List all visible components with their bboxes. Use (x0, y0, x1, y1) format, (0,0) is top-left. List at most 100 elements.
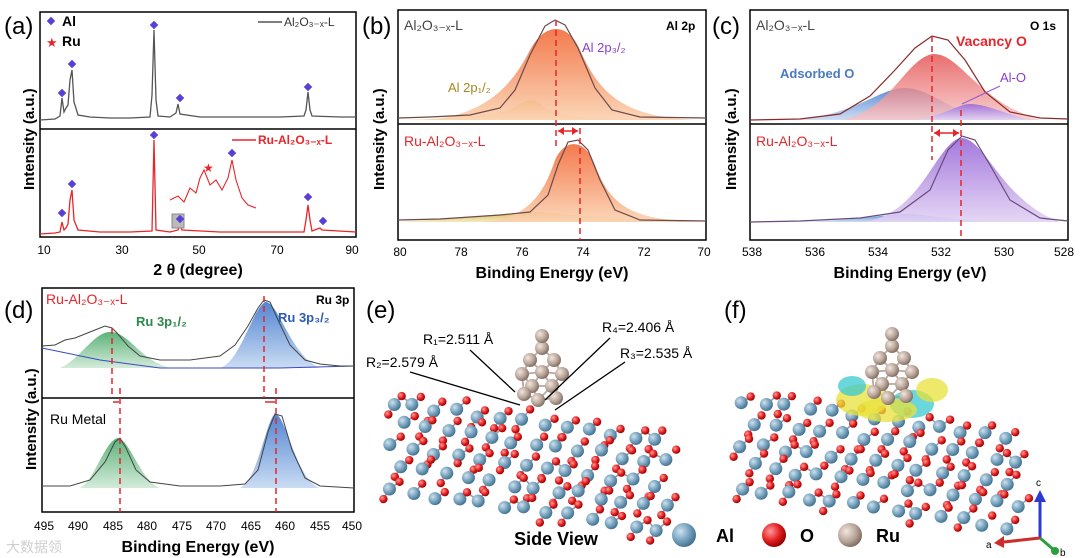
o-atom (549, 500, 558, 509)
o-atom (782, 414, 792, 423)
o-atom (558, 433, 567, 442)
o-atom (419, 436, 428, 446)
al-atom (846, 495, 860, 509)
ru-atom (555, 367, 569, 381)
panel-c-adsorbed: Adsorbed O (780, 66, 854, 81)
fit-ru3p32-bottom (240, 414, 320, 488)
o-atom (905, 476, 915, 485)
ru-atom (905, 365, 919, 379)
o-atom (657, 510, 666, 520)
al-atom (558, 464, 572, 478)
xps-o-bottom-raw (749, 135, 1069, 223)
o-atom (537, 474, 547, 484)
al-atom (934, 509, 948, 523)
o-atom (814, 488, 823, 497)
shift-arrow-head-right (953, 129, 959, 137)
al-atom (526, 481, 540, 495)
o-atom (987, 511, 997, 520)
xtick: 455 (310, 519, 330, 533)
o-atom (899, 447, 908, 456)
al-atom (604, 474, 618, 488)
charge-density-lobe (838, 376, 866, 396)
r3-label: R₃=2.535 Å (620, 345, 693, 361)
o-atom (474, 463, 484, 473)
al-atom (648, 432, 662, 446)
xtick: 475 (172, 519, 192, 533)
ru-atom (897, 351, 911, 365)
panel-d: (d) Ru-Al₂O₃₋ₓ-L Ru 3p Ru 3p₁/₂ Ru 3p₃/₂… (4, 287, 362, 556)
o-atom (813, 396, 822, 405)
charge-density-lobe (857, 398, 917, 422)
o-atom (462, 396, 471, 405)
fit-al2p32-bottom (480, 144, 700, 222)
o-atom (569, 460, 578, 469)
o-atom (1012, 470, 1021, 479)
o-atom (510, 449, 519, 459)
o-atom (595, 505, 605, 514)
o-atom (944, 503, 953, 512)
al-atom (999, 431, 1013, 445)
xtick: 532 (931, 245, 951, 259)
o-atom (765, 474, 775, 483)
o-atom (856, 445, 865, 454)
panel-b-peak2: Al 2p₁/₂ (448, 80, 491, 95)
o-atom (729, 452, 738, 461)
al-atom (471, 494, 485, 508)
al-atom (866, 500, 880, 514)
al-atom (485, 430, 499, 444)
o-atom (453, 458, 462, 468)
al-atom (464, 425, 478, 439)
al-atom (560, 420, 574, 434)
o-atom (531, 452, 541, 461)
o-atom (525, 405, 535, 414)
o-atom (770, 433, 779, 442)
legend-al-marker (46, 16, 56, 26)
ru-atom (549, 391, 563, 405)
al-atom (909, 463, 923, 477)
ru-atom (895, 377, 909, 391)
o-atom (925, 413, 934, 422)
o-atom (627, 446, 637, 455)
o-atom (773, 409, 782, 419)
panel-c-alo: Al-O (1000, 70, 1026, 85)
o-atom (995, 444, 1004, 453)
al-atom (629, 431, 643, 445)
al-atom (1009, 455, 1023, 469)
panel-f: (f) (724, 297, 1034, 536)
o-atom (379, 494, 388, 504)
o-atom (418, 479, 427, 488)
legend-bottom-text: Ru-Al₂O₃₋ₓ-L (258, 133, 332, 147)
o-atom (646, 491, 655, 501)
al-atom (382, 482, 396, 496)
al-atom (824, 450, 838, 464)
shift-arrow-head-right (572, 127, 578, 135)
o-atom (1011, 515, 1020, 525)
al-atom (923, 483, 937, 497)
o-atom (866, 468, 875, 478)
al-atom (552, 486, 566, 500)
al-atom (387, 398, 401, 412)
panel-d-top-label: Ru-Al₂O₃₋ₓ-L (46, 291, 128, 307)
o-atom (890, 469, 899, 479)
al-atom (856, 472, 870, 486)
o-atom (519, 473, 528, 482)
o-atom (836, 445, 845, 454)
xps-al-top-raw (397, 19, 707, 119)
o-atom (436, 478, 445, 488)
inset-star: ★ (203, 161, 214, 175)
o-atom (904, 499, 913, 508)
fit-vacancy-top (840, 53, 1040, 120)
al-atom (979, 473, 993, 487)
al-atom (473, 453, 487, 467)
xrd-inset-trace (169, 159, 257, 209)
o-atom (662, 517, 672, 526)
o-atom (610, 508, 619, 517)
panel-d-peak2: Ru 3p₃/₂ (278, 310, 330, 325)
al-atom (877, 475, 891, 489)
o-atom (416, 392, 426, 402)
al-atom (407, 487, 421, 501)
al-atom (538, 418, 552, 432)
o-atom (870, 427, 879, 437)
al-atom (498, 456, 512, 470)
al-atom (957, 511, 971, 525)
